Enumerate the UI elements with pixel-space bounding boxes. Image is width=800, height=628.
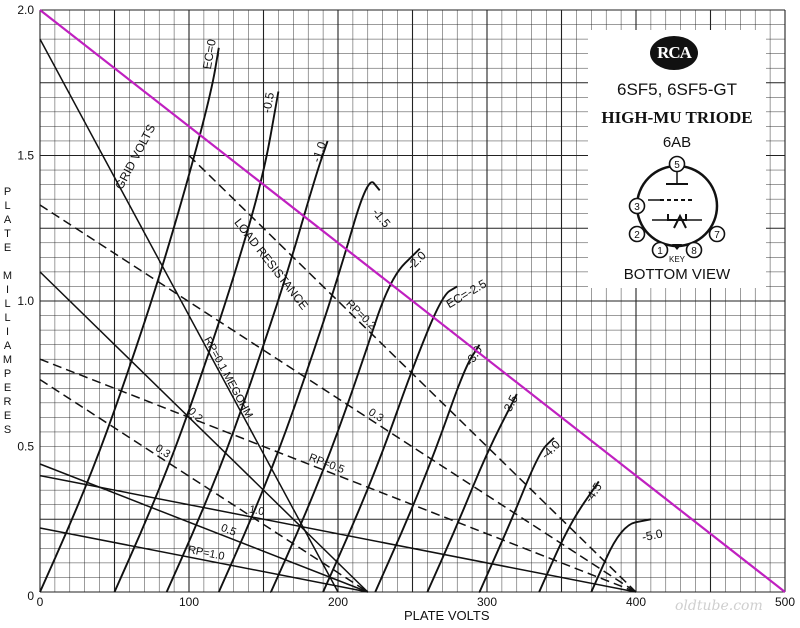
bottom-view-caption: BOTTOM VIEW (623, 266, 731, 283)
load-line (39, 378, 369, 593)
grid-curve-label: -1.5 (369, 205, 393, 230)
grid-curve (165, 140, 329, 593)
y-tick-label: 2.0 (17, 3, 34, 17)
y-tick-label: 0 (27, 589, 34, 603)
y-axis-label-char: L (4, 312, 12, 324)
pin-number: 8 (691, 246, 697, 257)
load-line-label: RP=0.1 MEGOHM (201, 335, 255, 421)
x-tick-label: 500 (775, 595, 795, 609)
y-axis-label-char: E (3, 242, 13, 254)
pin-number: 2 (634, 230, 640, 241)
grid-curve-label: -3.5 (499, 392, 521, 417)
tube-types: 6SF5, 6SF5-GT (617, 80, 737, 99)
x-tick-label: 0 (37, 595, 44, 609)
basing-code: 6AB (662, 134, 692, 151)
pin-number: 7 (714, 230, 720, 241)
y-axis-label-char: S (3, 424, 13, 436)
grid-curve (590, 518, 652, 593)
x-tick-label: 300 (477, 595, 497, 609)
grid-curve (374, 344, 481, 593)
y-axis-label-char: A (3, 340, 13, 352)
y-axis-label-char: I (5, 326, 11, 338)
pin-number: 5 (674, 160, 680, 171)
y-axis-label-char: E (3, 382, 13, 394)
y-axis-label-char: A (3, 214, 13, 226)
grid-voltage-curves (39, 47, 652, 593)
grid-curve (217, 181, 381, 593)
base-diagram: 1 2 3 5 7 8 KEY (628, 155, 726, 264)
pin-number: 1 (657, 246, 663, 257)
load-line (39, 527, 368, 593)
y-axis-label-char (2, 255, 14, 269)
grid-curve (426, 393, 518, 593)
load-line (39, 463, 369, 593)
y-axis-label-char: L (4, 298, 12, 310)
max-dissipation-line (39, 9, 786, 593)
pin-number: 3 (634, 202, 640, 213)
pin-circle (668, 155, 686, 173)
grid-curve (478, 437, 555, 593)
grid-curve-label: -2.0 (404, 248, 429, 273)
load-line-label: RP=0.2 (343, 298, 378, 332)
grid-curve (538, 480, 600, 593)
key-label: KEY (669, 255, 686, 264)
grid-curve-label: -4.0 (538, 437, 563, 462)
y-tick-label: 0.5 (17, 440, 34, 454)
y-axis-label-char: T (4, 228, 12, 240)
pin-circle (651, 241, 669, 259)
x-tick-label: 400 (626, 595, 646, 609)
load-line-label: 0.5 (219, 522, 238, 539)
grid-curve (269, 247, 421, 593)
pin-circle (628, 197, 646, 215)
load-line (39, 204, 637, 593)
y-axis-label-char: I (5, 284, 11, 296)
curve-labels: EC=0-0.5-1.0-1.5-2.0EC=-2.5-3.0-3.5-4.0-… (112, 38, 664, 563)
grid-curve-label: -5.0 (641, 526, 664, 544)
grid-curve (322, 285, 458, 593)
load-line (39, 474, 637, 593)
pin-circle (708, 225, 726, 243)
load-line (188, 154, 637, 593)
load-lines (39, 38, 637, 593)
y-axis-label-char: P (3, 368, 13, 380)
pin-labels: 1 2 3 5 7 8 KEY (628, 155, 726, 264)
tube-description: HIGH-MU TRIODE (601, 108, 753, 127)
axis-ticks: 0 100 200 300 400 500 0.5 1.0 1.5 2.0 0 (17, 3, 795, 609)
y-axis-label-char: E (3, 410, 13, 422)
y-axis-label-char: R (3, 396, 13, 408)
y-axis-label-char: P (3, 186, 13, 198)
pin-circle (628, 225, 646, 243)
y-tick-label: 1.0 (17, 294, 34, 308)
y-axis-label-char: L (4, 200, 12, 212)
load-line (39, 358, 637, 593)
load-line (39, 38, 339, 593)
grid-curve (39, 47, 220, 593)
grid-curve-label: EC=0 (200, 38, 219, 71)
grid-curve-label: EC=-2.5 (444, 276, 490, 311)
y-axis-label-char: M (2, 270, 14, 282)
rca-logo: RCA (650, 36, 698, 70)
dissipation-line (39, 9, 786, 593)
grid-volts-label: GRID VOLTS (112, 122, 158, 192)
load-line-label: RP=0.5 (307, 452, 346, 477)
load-line (39, 271, 369, 593)
x-tick-label: 200 (328, 595, 348, 609)
tube-info-panel: RCA 6SF5, 6SF5-GT HIGH-MU TRIODE 6AB 1 2 3… (588, 30, 766, 288)
grid-curve-label: -0.5 (260, 91, 277, 114)
y-tick-label: 1.5 (17, 149, 34, 163)
watermark: oldtube.com (675, 598, 763, 614)
pin-circle (685, 241, 703, 259)
grid-curve-label: -1.0 (309, 140, 329, 164)
load-line-label: 0.3 (153, 442, 172, 460)
x-axis-label: PLATE VOLTS (404, 608, 490, 623)
load-line-label: 1.0 (248, 504, 265, 519)
x-tick-label: 100 (179, 595, 199, 609)
y-axis-label-char: M (2, 354, 14, 366)
grid-curve (113, 91, 280, 593)
